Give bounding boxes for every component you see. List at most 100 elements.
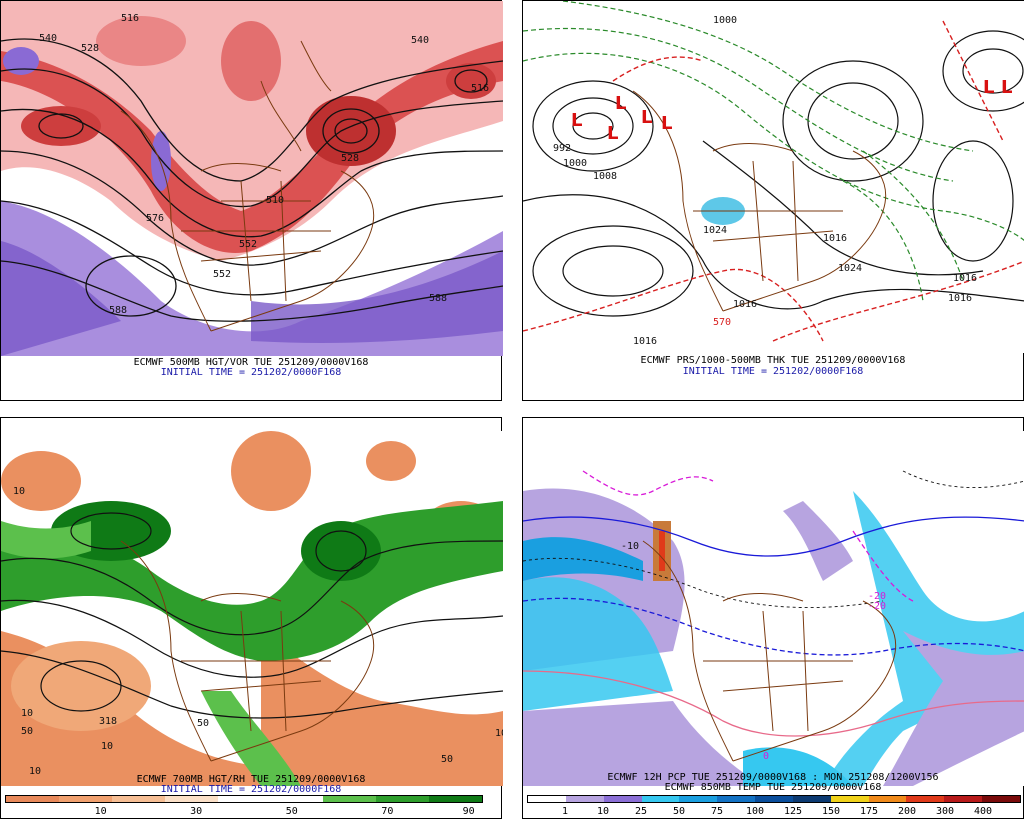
colorbar-label: 400: [973, 806, 993, 817]
contour-label: 516: [471, 83, 489, 94]
contour-label: 0: [763, 751, 769, 762]
colorbar-label: 1: [561, 806, 569, 817]
contour-label: 1024: [703, 225, 727, 236]
svg-text:L: L: [1001, 77, 1012, 98]
svg-text:L: L: [607, 123, 618, 144]
pcp-colorbar-labels: 1 10 25 50 75 100 125 150 175 200 300 400: [527, 806, 1021, 818]
contour-label: 1016: [948, 293, 972, 304]
colorbar-label: 200: [897, 806, 917, 817]
colorbar-segment: [679, 796, 718, 802]
colorbar-segment: [111, 796, 165, 802]
panel-700mb-hgt-rh: 10 10 10 50 318 10 50 50 10 ECMWF 700MB HGT/RH T…: [0, 417, 503, 819]
colorbar-label: 100: [745, 806, 765, 817]
contour-label: 50: [21, 726, 33, 737]
contour-label: 1016: [823, 233, 847, 244]
colorbar-segment: [565, 796, 604, 802]
panel-500mb-hgt-vor: 516 540 528 540 516 528 510 552 552 576 588 588 ECM…: [0, 0, 503, 401]
contour-label: 570: [713, 317, 731, 328]
colorbar-segment: [641, 796, 680, 802]
colorbar-segment: [830, 796, 869, 802]
contour-label: 552: [239, 239, 257, 250]
colorbar-segment: [868, 796, 907, 802]
contour-label: -20: [868, 591, 886, 602]
contour-label: 1024: [838, 263, 862, 274]
map-500mb-hgt-vor: 516 540 528 540 516 528 510 552 552 576 588 588: [1, 1, 503, 356]
panel-2-caption: ECMWF PRS/1000-500MB THK TUE 251209/0000…: [640, 355, 906, 366]
colorbar-label: 50: [285, 806, 298, 817]
colorbar-segment: [429, 796, 483, 802]
colorbar-label: 70: [381, 806, 394, 817]
panel-12h-pcp-850mb-temp: -10 -20 -20 0 ECMWF 12H PCP TUE 251209/0000…: [522, 417, 1024, 819]
rh-colorbar-labels: 10 30 50 70 90: [5, 806, 483, 818]
contour-label: 1016: [953, 273, 977, 284]
panel-1-caption: ECMWF 500MB HGT/VOR TUE 251209/0000V168: [133, 357, 369, 368]
svg-text:L: L: [983, 77, 994, 98]
colorbar-label: 150: [821, 806, 841, 817]
contour-label: 10: [29, 766, 41, 777]
panel-2-subcaption: INITIAL TIME = 251202/0000F168: [682, 366, 864, 377]
colorbar-segment: [323, 796, 377, 802]
contour-label: 10: [21, 708, 33, 719]
map-12h-pcp-850mb-temp: -10 -20 -20 0: [523, 431, 1024, 786]
svg-text:L: L: [615, 93, 626, 114]
colorbar-label: 75: [710, 806, 724, 817]
svg-text:L: L: [641, 107, 652, 128]
contour-label: -10: [621, 541, 639, 552]
contour-label: 540: [411, 35, 429, 46]
panel-3-subcaption: INITIAL TIME = 251202/0000F168: [160, 784, 342, 795]
contour-label: 588: [109, 305, 127, 316]
map-700mb-hgt-rh: 10 10 10 50 318 10 50 50 10: [1, 431, 503, 786]
colorbar-segment: [164, 796, 218, 802]
contour-label: 1016: [733, 299, 757, 310]
contour-label: 10: [495, 728, 503, 739]
colorbar-segment: [717, 796, 756, 802]
contour-label: 510: [266, 195, 284, 206]
colorbar-label: 90: [462, 806, 475, 817]
contour-label: 10: [13, 486, 25, 497]
colorbar-label: 125: [783, 806, 803, 817]
colorbar-label: 30: [190, 806, 203, 817]
svg-text:L: L: [571, 110, 582, 131]
contour-label: 1000: [713, 15, 737, 26]
panel-4-subcaption: ECMWF 850MB TEMP TUE 251209/0000V168: [664, 782, 882, 793]
panel-1-subcaption: INITIAL TIME = 251202/0000F168: [160, 367, 342, 378]
pcp-colorbar: [527, 795, 1021, 803]
panel-3-caption: ECMWF 700MB HGT/RH TUE 251209/0000V168: [136, 774, 366, 785]
colorbar-label: 10: [94, 806, 107, 817]
colorbar-segment: [6, 796, 59, 802]
colorbar-segment: [603, 796, 642, 802]
contour-label: 528: [81, 43, 99, 54]
colorbar-label: 300: [935, 806, 955, 817]
contour-label: 1008: [593, 171, 617, 182]
colorbar-segment: [982, 796, 1020, 802]
colorbar-label: 175: [859, 806, 879, 817]
colorbar-segment: [528, 796, 566, 802]
colorbar-segment: [270, 796, 324, 802]
contour-label: 516: [121, 13, 139, 24]
contour-label: 50: [441, 754, 453, 765]
contour-label: 318: [99, 716, 117, 727]
contour-label: 10: [101, 741, 113, 752]
colorbar-label: 10: [596, 806, 610, 817]
colorbar-segment: [792, 796, 831, 802]
contour-label: 576: [146, 213, 164, 224]
colorbar-segment: [906, 796, 945, 802]
contour-label: 1016: [633, 336, 657, 347]
contour-label: 992: [553, 143, 571, 154]
colorbar-label: 25: [634, 806, 648, 817]
colorbar-segment: [755, 796, 793, 802]
contour-label: 1000: [563, 158, 587, 169]
svg-text:L: L: [661, 113, 672, 134]
contour-label: 50: [197, 718, 209, 729]
colorbar-segment: [944, 796, 983, 802]
colorbar-label: 50: [672, 806, 686, 817]
contour-label: -20: [868, 601, 886, 612]
rh-colorbar: [5, 795, 483, 803]
colorbar-segment: [58, 796, 112, 802]
contour-label: 540: [39, 33, 57, 44]
panel-4-caption: ECMWF 12H PCP TUE 251209/0000V168 : MON …: [607, 772, 939, 783]
colorbar-segment: [217, 796, 271, 802]
contour-label: 528: [341, 153, 359, 164]
